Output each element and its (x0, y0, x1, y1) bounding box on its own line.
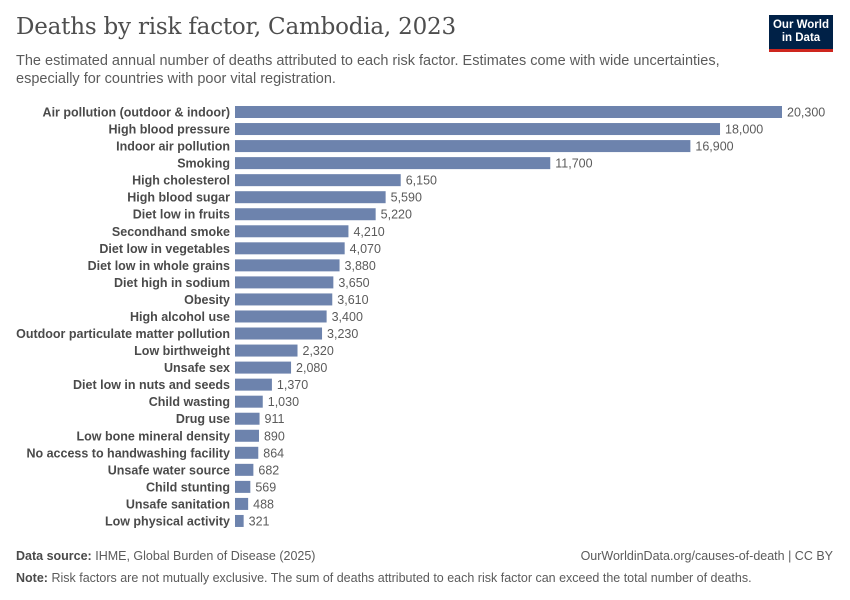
bar-diet-high-in-sodium[interactable] (235, 276, 334, 289)
category-label-drug-use: Drug use (176, 412, 230, 426)
category-label-outdoor-particulate-matter-pollution: Outdoor particulate matter pollution (16, 327, 230, 341)
bar-diet-low-in-vegetables[interactable] (235, 242, 345, 255)
value-label-no-access-to-handwashing-facility: 864 (263, 446, 284, 460)
value-label-obesity: 3,610 (337, 293, 368, 307)
category-label-low-bone-mineral-density: Low bone mineral density (77, 429, 231, 443)
value-label-low-physical-activity: 321 (249, 514, 270, 528)
bar-high-cholesterol[interactable] (235, 174, 401, 187)
bar-outdoor-particulate-matter-pollution[interactable] (235, 327, 323, 340)
bar-diet-low-in-whole-grains[interactable] (235, 259, 340, 272)
chart-subtitle: The estimated annual number of deaths at… (16, 53, 720, 87)
value-label-child-stunting: 569 (255, 480, 276, 494)
logo-line-2: in Data (781, 32, 821, 44)
data-source: Data source: IHME, Global Burden of Dise… (16, 549, 315, 563)
bar-unsafe-sanitation[interactable] (235, 497, 249, 510)
value-label-smoking: 11,700 (555, 157, 592, 171)
chart-note: Note: Risk factors are not mutually excl… (16, 571, 752, 585)
bar-drug-use[interactable] (235, 412, 260, 425)
owid-logo[interactable]: Our World in Data (769, 15, 833, 52)
bar-obesity[interactable] (235, 293, 333, 306)
chart-title: Deaths by risk factor, Cambodia, 2023 (16, 14, 456, 40)
category-label-obesity: Obesity (184, 293, 230, 307)
category-label-air-pollution-outdoor-indoor: Air pollution (outdoor & indoor) (43, 106, 230, 120)
category-label-high-alcohol-use: High alcohol use (130, 310, 230, 324)
category-label-high-blood-sugar: High blood sugar (127, 191, 230, 205)
category-label-low-physical-activity: Low physical activity (105, 514, 230, 528)
bar-low-bone-mineral-density[interactable] (235, 429, 259, 442)
note-text: Risk factors are not mutually exclusive.… (51, 571, 752, 585)
value-label-low-birthweight: 2,320 (303, 344, 334, 358)
category-label-secondhand-smoke: Secondhand smoke (112, 225, 230, 239)
value-label-high-blood-pressure: 18,000 (725, 123, 763, 137)
source-url[interactable]: OurWorldinData.org/causes-of-death | CC … (580, 549, 833, 563)
bar-smoking[interactable] (235, 157, 551, 170)
bar-high-blood-pressure[interactable] (235, 123, 721, 136)
value-label-high-alcohol-use: 3,400 (332, 310, 363, 324)
category-label-high-blood-pressure: High blood pressure (108, 123, 230, 137)
bar-child-wasting[interactable] (235, 395, 263, 408)
value-label-air-pollution-outdoor-indoor: 20,300 (787, 106, 825, 120)
bar-high-alcohol-use[interactable] (235, 310, 327, 323)
category-label-child-wasting: Child wasting (149, 395, 230, 409)
bar-diet-low-in-nuts-and-seeds[interactable] (235, 378, 272, 391)
bar-diet-low-in-fruits[interactable] (235, 208, 376, 221)
bar-low-birthweight[interactable] (235, 344, 298, 357)
value-label-child-wasting: 1,030 (268, 395, 299, 409)
note-label: Note: (16, 571, 48, 585)
category-label-diet-high-in-sodium: Diet high in sodium (114, 276, 230, 290)
bar-chart: Air pollution (outdoor & indoor) 20,300 Hi… (16, 106, 825, 529)
value-label-secondhand-smoke: 4,210 (353, 225, 384, 239)
category-label-child-stunting: Child stunting (146, 480, 230, 494)
category-label-unsafe-sex: Unsafe sex (164, 361, 230, 375)
bar-no-access-to-handwashing-facility[interactable] (235, 446, 259, 459)
bar-high-blood-sugar[interactable] (235, 191, 386, 204)
category-label-diet-low-in-whole-grains: Diet low in whole grains (88, 259, 230, 273)
category-label-unsafe-sanitation: Unsafe sanitation (126, 497, 230, 511)
value-label-drug-use: 911 (265, 412, 285, 426)
value-label-indoor-air-pollution: 16,900 (695, 140, 733, 154)
category-label-diet-low-in-vegetables: Diet low in vegetables (99, 242, 230, 256)
bar-unsafe-water-source[interactable] (235, 463, 254, 476)
bar-indoor-air-pollution[interactable] (235, 140, 691, 153)
bar-secondhand-smoke[interactable] (235, 225, 349, 238)
data-source-label: Data source: (16, 549, 92, 563)
category-label-no-access-to-handwashing-facility: No access to handwashing facility (26, 446, 230, 460)
category-label-low-birthweight: Low birthweight (134, 344, 231, 358)
bar-air-pollution-outdoor-indoor[interactable] (235, 106, 782, 118)
category-label-diet-low-in-fruits: Diet low in fruits (133, 208, 230, 222)
value-label-unsafe-sex: 2,080 (296, 361, 327, 375)
bar-unsafe-sex[interactable] (235, 361, 292, 374)
value-label-unsafe-water-source: 682 (258, 463, 279, 477)
category-label-smoking: Smoking (177, 157, 230, 171)
bar-low-physical-activity[interactable] (235, 514, 244, 527)
category-label-diet-low-in-nuts-and-seeds: Diet low in nuts and seeds (73, 378, 230, 392)
logo-line-1: Our World (772, 19, 829, 31)
value-label-outdoor-particulate-matter-pollution: 3,230 (327, 327, 358, 341)
value-label-high-cholesterol: 6,150 (406, 174, 437, 188)
value-label-low-bone-mineral-density: 890 (264, 429, 285, 443)
bar-child-stunting[interactable] (235, 480, 251, 493)
value-label-diet-low-in-fruits: 5,220 (381, 208, 412, 222)
category-label-high-cholesterol: High cholesterol (132, 174, 230, 188)
value-label-diet-low-in-nuts-and-seeds: 1,370 (277, 378, 308, 392)
value-label-diet-low-in-vegetables: 4,070 (350, 242, 381, 256)
value-label-high-blood-sugar: 5,590 (391, 191, 422, 205)
category-label-indoor-air-pollution: Indoor air pollution (116, 140, 230, 154)
value-label-diet-low-in-whole-grains: 3,880 (345, 259, 376, 273)
value-label-diet-high-in-sodium: 3,650 (338, 276, 369, 290)
value-label-unsafe-sanitation: 488 (253, 497, 274, 511)
category-label-unsafe-water-source: Unsafe water source (108, 463, 230, 477)
data-source-text[interactable]: IHME, Global Burden of Disease (2025) (95, 549, 316, 563)
